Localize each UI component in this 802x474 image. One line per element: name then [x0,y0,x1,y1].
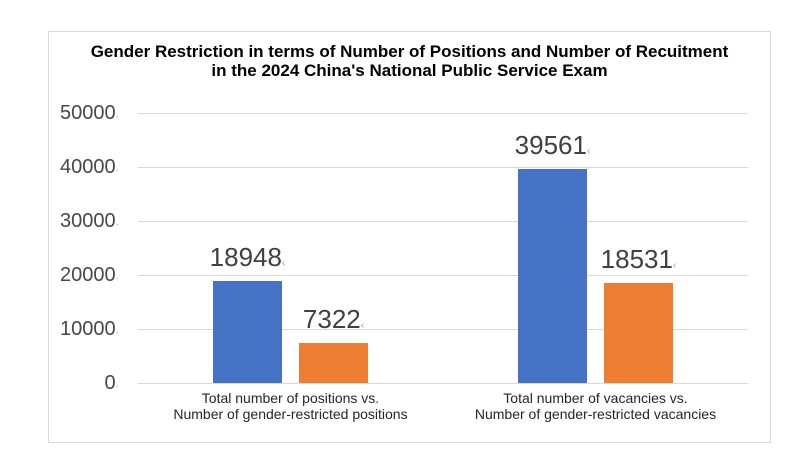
gridline [138,167,748,168]
chart-title: Gender Restriction in terms of Number of… [90,42,729,80]
formatting-mark: · [115,219,119,230]
y-axis-tick-label: 20000· [60,264,119,286]
gridline [138,383,748,384]
gridline [138,275,748,276]
x-axis-category-label: Total number of vacancies vs. Number of … [474,390,717,422]
gridline [138,113,748,114]
y-axis-tick-label: 30000· [60,210,119,232]
formatting-mark: · [115,381,119,392]
bar-total-count[interactable] [518,169,587,383]
formatting-mark: · [115,111,119,122]
gridline [138,221,748,222]
formatting-mark: · [115,327,119,338]
y-axis-tick-label: 40000· [60,156,119,178]
bar-gender-restricted-count[interactable] [299,343,368,383]
formatting-mark: · [115,273,119,284]
formatting-mark: ‹ [672,260,677,271]
gridline [138,329,748,330]
bar-value-label: 7322‹ [302,304,365,334]
y-axis-tick-label: 0· [104,372,119,394]
formatting-mark: ‹ [281,258,286,269]
formatting-mark: · [115,165,119,176]
y-axis-tick-label: 10000· [60,318,119,340]
x-axis-category-label: Total number of positions vs. Number of … [173,390,408,422]
plot-area: 0· 10000· 20000· 30000· 40000· 50000· 18948‹ 73… [49,32,770,442]
bar-gender-restricted-count[interactable] [604,283,673,383]
formatting-mark: ‹ [360,320,365,331]
bar-value-label: 39561‹ [514,130,591,160]
bar-total-count[interactable] [213,281,282,383]
bar-value-label: 18948‹ [209,242,286,272]
formatting-mark: ‹ [586,146,591,157]
bar-value-label: 18531‹ [600,244,677,274]
chart-container[interactable]: Gender Restriction in terms of Number of… [48,31,771,443]
y-axis-tick-label: 50000· [60,102,119,124]
